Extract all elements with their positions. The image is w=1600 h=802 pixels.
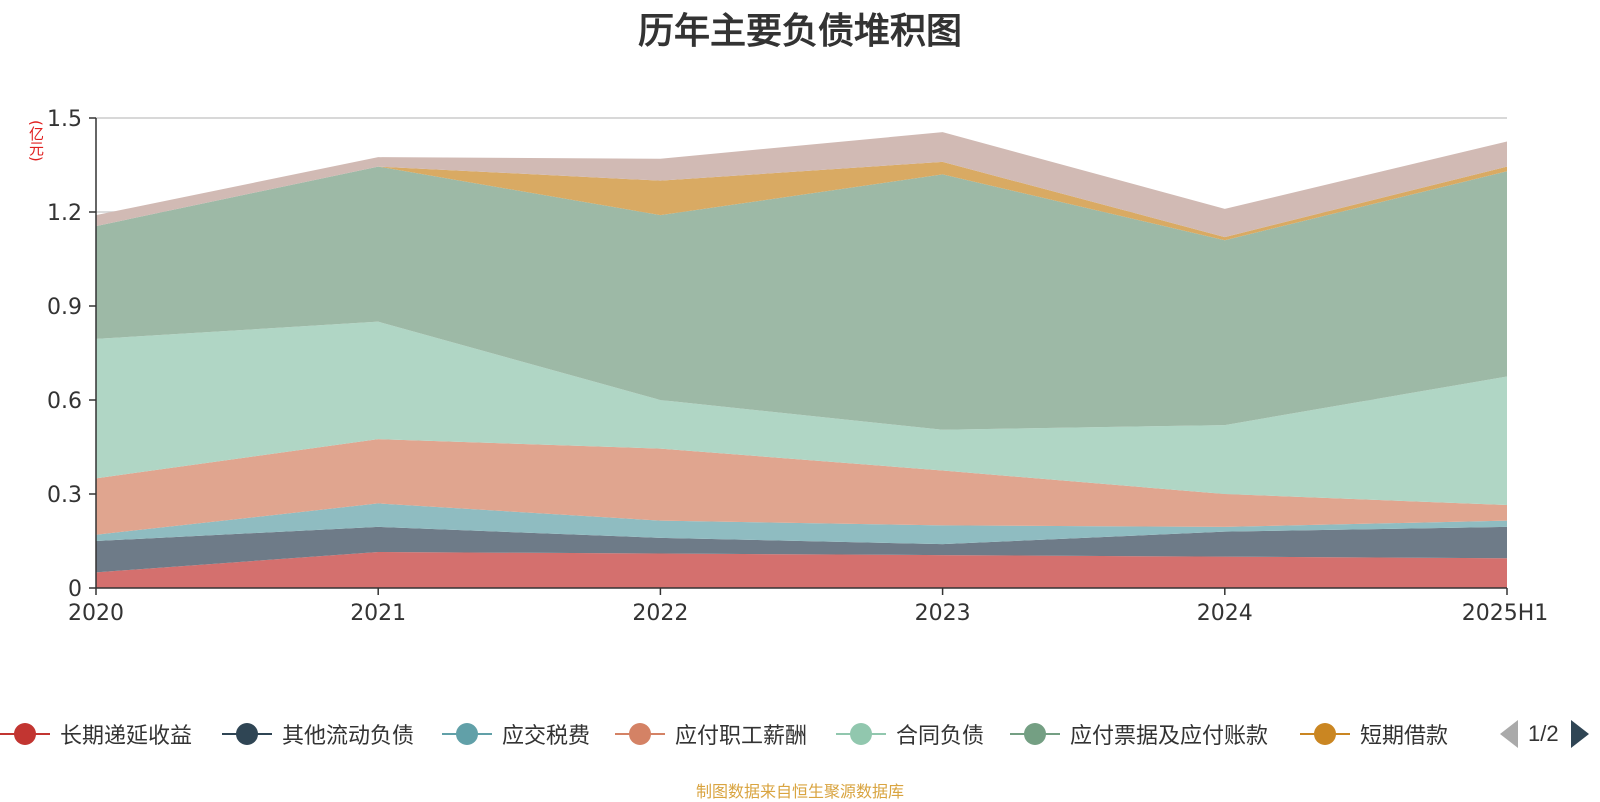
area-series-2 xyxy=(96,503,1507,545)
legend-label: 应付职工薪酬 xyxy=(675,724,808,749)
axis-layer: 0 0.3 0.6 0.9 1.2 1.5 2020 2021 2022 2023 2024 2025… xyxy=(47,107,1548,626)
legend-pager: 1/2 xyxy=(1500,714,1589,754)
legend-marker-icon xyxy=(1300,714,1350,754)
legend-label: 长期递延收益 xyxy=(60,724,193,749)
legend-item[interactable]: 应付职工薪酬 xyxy=(615,714,807,754)
area-series-7 xyxy=(96,132,1507,238)
legend-label: 其他流动负债 xyxy=(282,724,415,749)
data-source-note: 制图数据来自恒生聚源数据库 xyxy=(695,782,904,801)
legend-label: 短期借款 xyxy=(1360,724,1449,749)
y-axis-unit: (亿元) xyxy=(27,120,45,162)
y-tick-label: 1.2 xyxy=(47,201,82,226)
legend-item[interactable]: 长期递延收益 xyxy=(0,714,192,754)
x-tick-label: 2023 xyxy=(915,601,971,626)
legend-item[interactable]: 合同负债 xyxy=(836,714,984,754)
area-series-6 xyxy=(96,161,1507,241)
area-layer xyxy=(96,132,1507,588)
chart-title: 历年主要负债堆积图 xyxy=(637,11,962,52)
legend-marker-icon xyxy=(615,714,665,754)
x-tick-label: 2021 xyxy=(350,601,406,626)
legend-label: 应付票据及应付账款 xyxy=(1070,724,1269,749)
area-series-1 xyxy=(96,526,1507,573)
x-tick-label: 2020 xyxy=(68,601,124,626)
legend-item[interactable]: 应交税费 xyxy=(442,714,590,754)
legend-label: 应交税费 xyxy=(502,724,591,749)
area-series-0 xyxy=(96,551,1507,588)
y-tick-label: 0.3 xyxy=(47,483,82,508)
legend-item[interactable]: 其他流动负债 xyxy=(222,714,414,754)
legend-label: 合同负债 xyxy=(896,724,985,749)
legend-item[interactable]: 应付票据及应付账款 xyxy=(1010,714,1268,754)
legend-marker-icon xyxy=(442,714,492,754)
area-series-4 xyxy=(96,321,1507,505)
area-series-3 xyxy=(96,439,1507,535)
legend-item[interactable]: 短期借款 xyxy=(1300,714,1448,754)
legend-marker-icon xyxy=(222,714,272,754)
x-tick-label: 2022 xyxy=(632,601,688,626)
legend-next-icon[interactable] xyxy=(1570,720,1589,748)
legend-marker-icon xyxy=(1010,714,1060,754)
y-tick-label: 0.6 xyxy=(47,389,82,414)
x-tick-label: 2025H1 xyxy=(1462,601,1549,626)
legend-marker-icon xyxy=(0,714,50,754)
y-tick-label: 0.9 xyxy=(47,295,82,320)
area-series-5 xyxy=(96,166,1507,430)
legend: 长期递延收益 其他流动负债 应交税费 应付职工薪酬 合同负债 应付票据及应付账款 短期借款 xyxy=(0,714,1600,754)
x-tick-label: 2024 xyxy=(1197,601,1253,626)
y-tick-label: 0 xyxy=(68,577,82,602)
legend-marker-icon xyxy=(836,714,886,754)
legend-prev-icon[interactable] xyxy=(1500,720,1518,748)
y-tick-label: 1.5 xyxy=(47,107,82,132)
legend-page-indicator: 1/2 xyxy=(1528,721,1559,746)
